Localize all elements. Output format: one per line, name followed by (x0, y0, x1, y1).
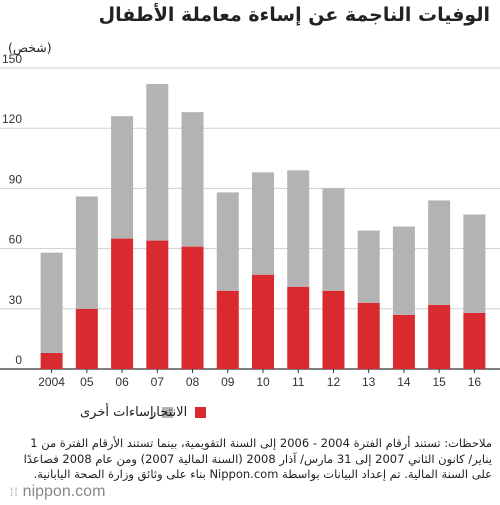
bar-suicide (287, 286, 310, 369)
bar-other-abuse (357, 230, 380, 303)
legend-item-suicide: الانتحار (150, 405, 207, 420)
x-tick-label: 06 (115, 375, 129, 389)
x-tick-label: 15 (432, 375, 446, 389)
y-tick-label: 150 (2, 52, 22, 66)
x-tick-label: 09 (221, 375, 235, 389)
x-tick-label: 05 (80, 375, 94, 389)
bar-suicide (181, 246, 204, 369)
bar-suicide (75, 308, 98, 369)
y-tick-label: 60 (9, 233, 23, 247)
legend-item-other: إساءات أخرى (80, 405, 173, 420)
bar-other-abuse (111, 116, 134, 239)
x-tick-label: 16 (468, 375, 482, 389)
bar-other-abuse (146, 84, 169, 241)
bar-other-abuse (428, 200, 451, 305)
footnote: ملاحظات: تستند أرقام الفترة 2004 - 2006 … (23, 436, 492, 481)
bar-chart: 0 30 60 90 120 150 2004 05 06 07 08 09 10 11 12 13 14 15… (0, 52, 500, 389)
nippon-logo: ⁞⁞ nippon.com (10, 483, 105, 501)
x-tick-label: 2004 (38, 375, 65, 389)
y-axis-ticks: 0 30 60 90 120 150 (2, 52, 22, 367)
legend-label-suicide: الانتحار (150, 405, 188, 420)
bar-other-abuse (181, 112, 204, 247)
x-tick-label: 12 (327, 375, 341, 389)
bar-other-abuse (392, 226, 415, 315)
y-tick-label: 30 (9, 293, 23, 307)
legend-label-other: إساءات أخرى (80, 405, 154, 420)
y-axis-unit-label: (شخص) (8, 40, 52, 55)
x-tick-label: 08 (186, 375, 200, 389)
bar-suicide (216, 290, 239, 369)
bar-suicide (322, 290, 345, 369)
bar-other-abuse (463, 214, 486, 313)
bar-suicide (111, 238, 134, 369)
x-tick-label: 11 (292, 375, 305, 389)
y-tick-label: 0 (15, 353, 22, 367)
bar-suicide (392, 314, 415, 369)
logo-text: nippon.com (22, 483, 106, 500)
bar-suicide (252, 274, 274, 369)
y-tick-label: 90 (9, 172, 23, 186)
bar-suicide (463, 312, 486, 369)
bar-other-abuse (75, 196, 98, 309)
x-tick-label: 10 (256, 375, 270, 389)
bar-other-abuse (322, 188, 345, 291)
bars (40, 84, 486, 369)
bar-other-abuse (40, 252, 63, 353)
bar-other-abuse (216, 192, 239, 291)
bar-other-abuse (287, 170, 310, 287)
y-tick-label: 120 (2, 112, 22, 126)
x-tick-label: 14 (397, 375, 411, 389)
bar-suicide (428, 304, 451, 369)
gridlines (0, 67, 500, 370)
dots-mark-icon: ⁞⁞ (10, 485, 19, 499)
legend-swatch-other (161, 407, 173, 418)
legend-swatch-suicide (195, 407, 207, 418)
bar-suicide (357, 302, 380, 369)
chart-title: الوفيات الناجمة عن إساءة معاملة الأطفال (98, 4, 490, 26)
x-tick-label: 13 (362, 375, 376, 389)
x-axis-ticks: 2004 05 06 07 08 09 10 11 12 13 14 15 16 (38, 369, 481, 389)
bar-suicide (146, 240, 169, 369)
x-tick-label: 07 (151, 375, 165, 389)
bar-other-abuse (252, 172, 274, 275)
bar-suicide (40, 352, 63, 369)
